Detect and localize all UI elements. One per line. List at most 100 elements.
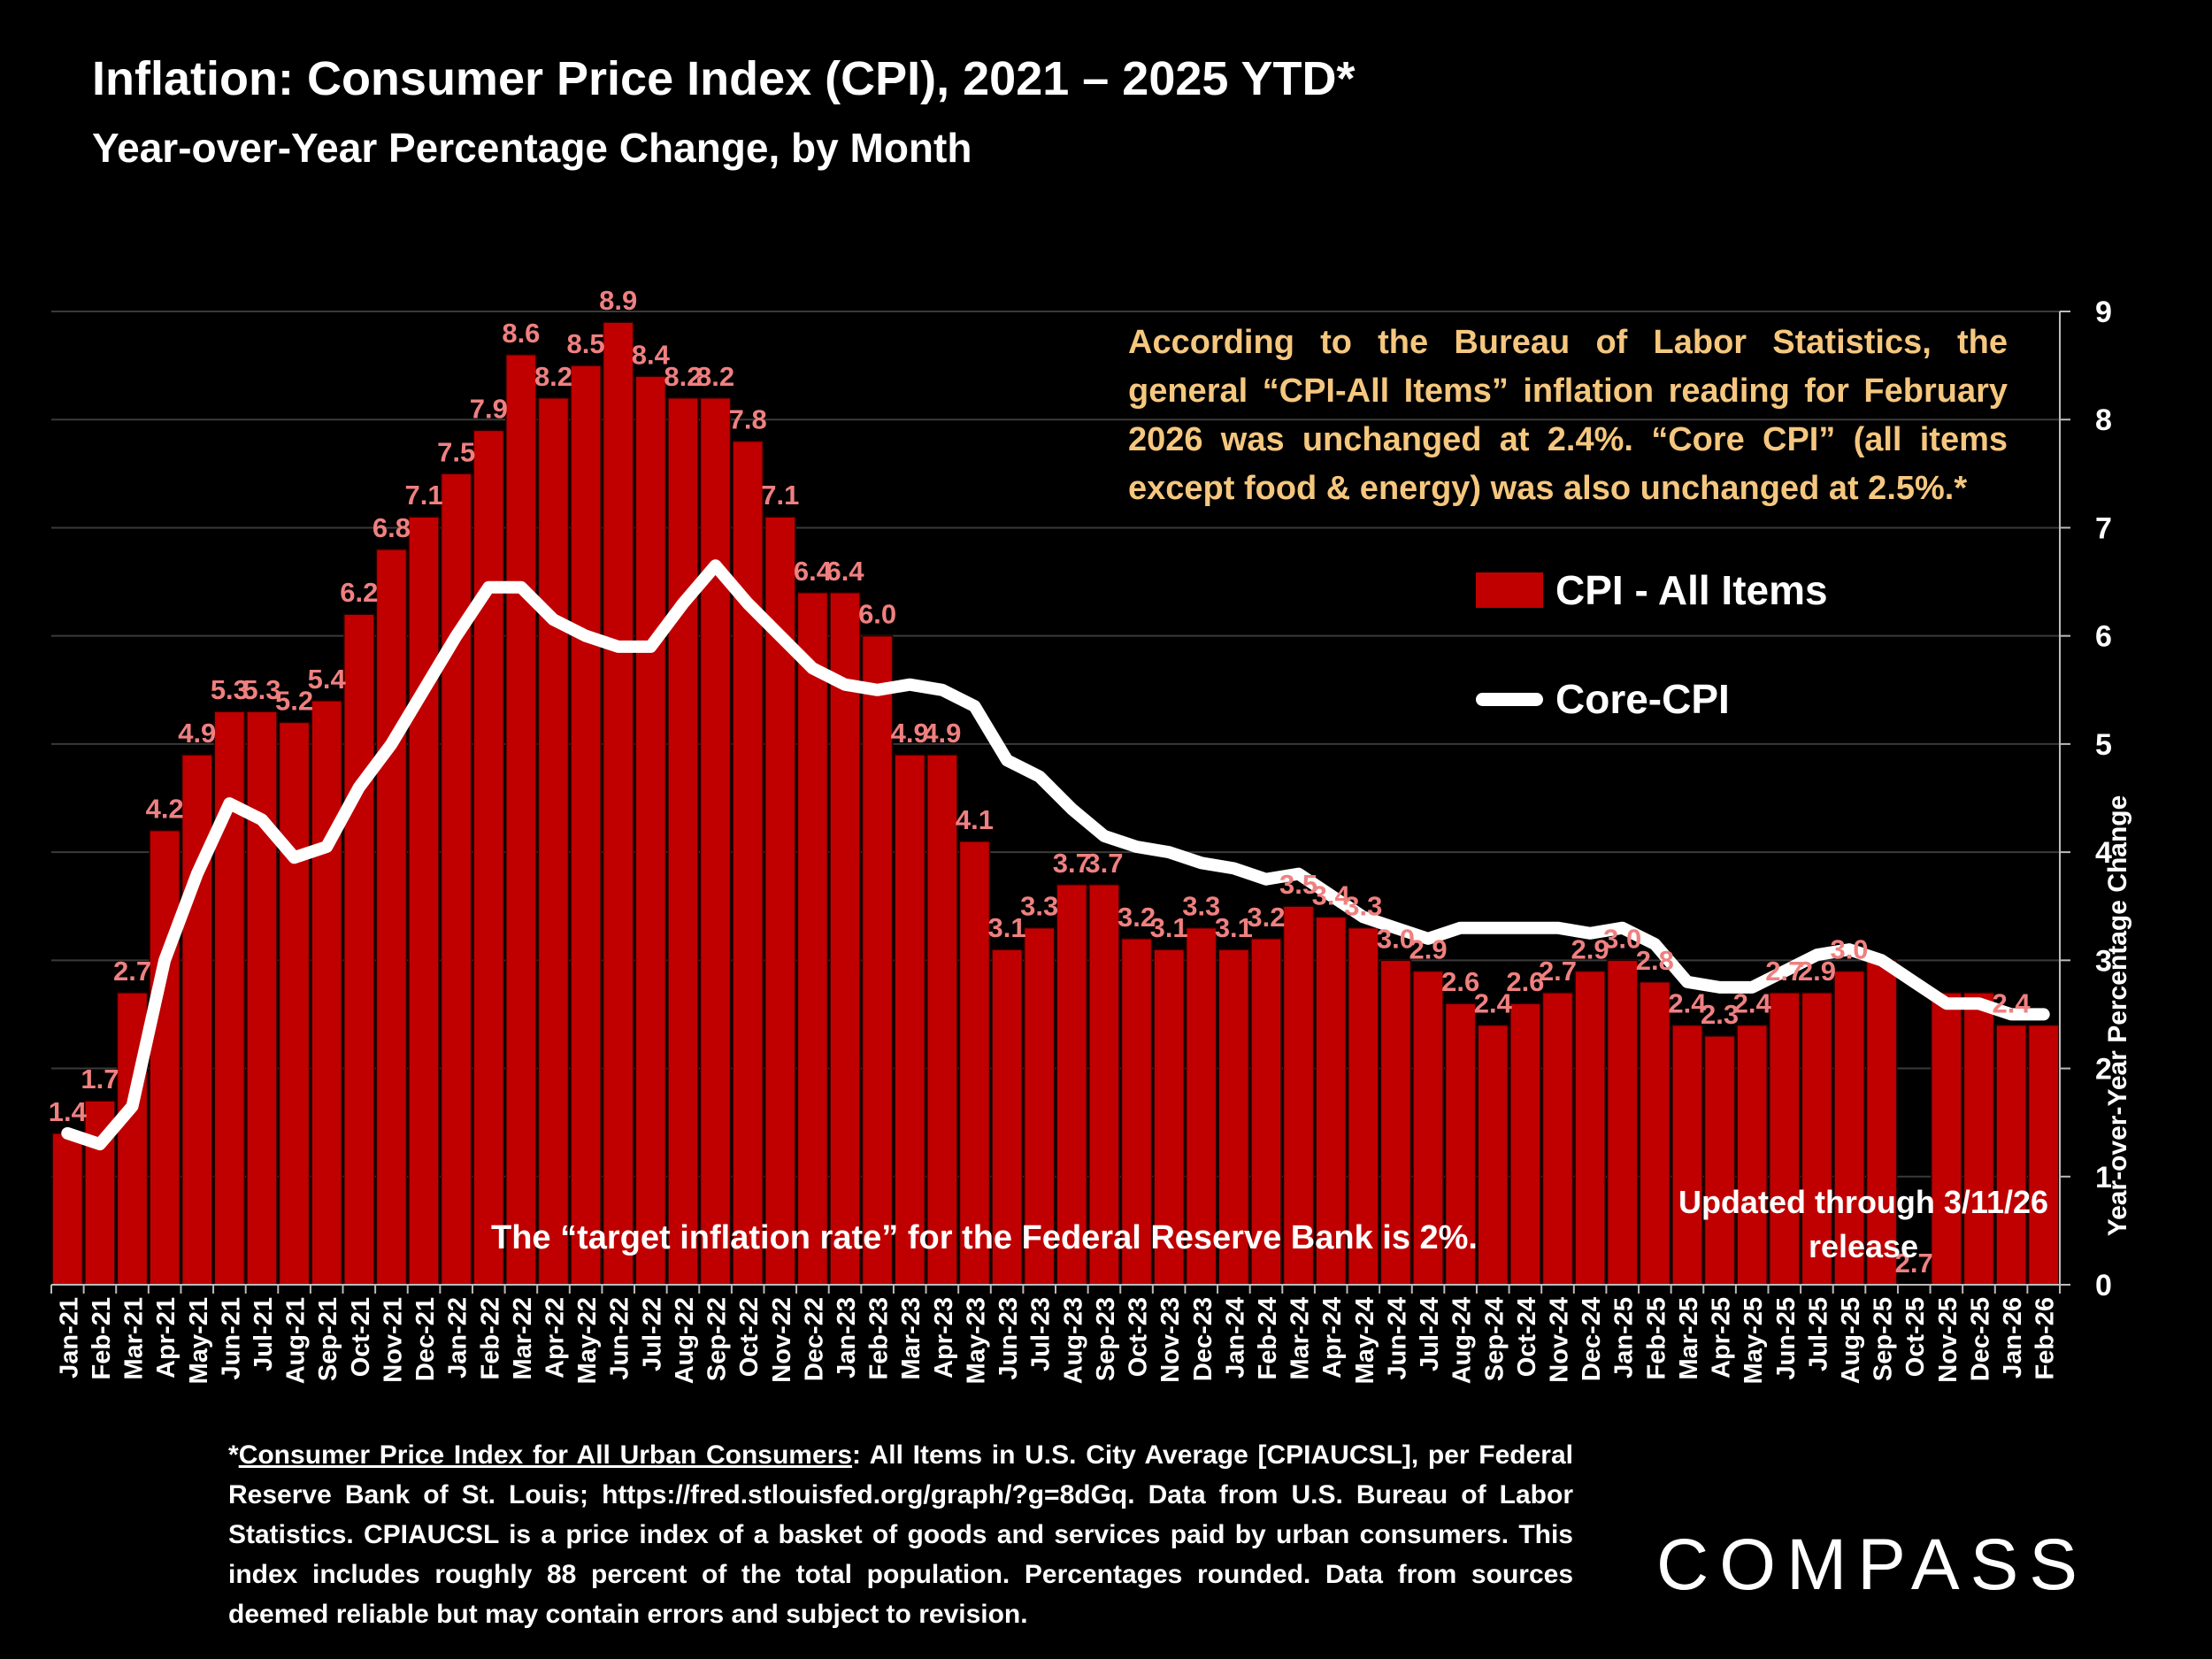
- x-tick-label: Apr-23: [930, 1297, 958, 1379]
- legend-item-cpi: CPI - All Items: [1476, 564, 1828, 617]
- x-tick-label: Jan-22: [444, 1297, 472, 1379]
- bar-data-label: 5.4: [308, 664, 347, 695]
- bar-data-label: 2.3: [1701, 999, 1739, 1030]
- x-tick-label: Mar-25: [1675, 1297, 1703, 1380]
- bar-data-label: 2.9: [1798, 956, 1836, 987]
- cpi-bar: [180, 754, 213, 1286]
- bar-data-label: 2.4: [1474, 988, 1513, 1019]
- x-tick-label: Dec-22: [800, 1297, 828, 1381]
- bar-data-label: 3.1: [988, 912, 1026, 943]
- cpi-bar: [1120, 938, 1153, 1286]
- x-tick-label: Jan-23: [833, 1297, 861, 1379]
- x-tick-label: Apr-24: [1318, 1297, 1347, 1379]
- cpi-bar: [602, 321, 634, 1286]
- cpi-bar: [894, 754, 926, 1286]
- x-tick-label: Jun-21: [217, 1297, 245, 1379]
- compass-logo: COMPASS: [1656, 1525, 2088, 1605]
- bar-data-label: 4.1: [956, 804, 994, 835]
- cpi-bar: [537, 397, 570, 1286]
- cpi-bar: [1023, 926, 1056, 1286]
- x-tick-label: Dec-24: [1578, 1297, 1606, 1381]
- x-tick-label: Oct-23: [1125, 1297, 1153, 1377]
- x-tick-label: Feb-21: [88, 1297, 116, 1379]
- cpi-bar: [1444, 1002, 1477, 1286]
- y-tick-label: 4: [2095, 836, 2112, 870]
- bar-data-label: 8.5: [567, 328, 605, 359]
- legend-swatch-bar-icon: [1476, 572, 1543, 608]
- cpi-bar: [1477, 1024, 1509, 1286]
- bar-data-label: 2.6: [1506, 966, 1544, 997]
- x-tick-label: Oct-21: [347, 1297, 375, 1377]
- cpi-bar: [149, 829, 180, 1286]
- x-tick-label: Sep-23: [1092, 1297, 1120, 1381]
- bar-data-label: 3.7: [1053, 848, 1091, 879]
- legend-item-core: Core-CPI: [1476, 672, 1730, 726]
- bar-data-label: 2.7: [1765, 956, 1803, 987]
- x-tick-label: Sep-21: [314, 1297, 342, 1381]
- footnote-source-link[interactable]: Consumer Price Index for All Urban Consu…: [238, 1440, 853, 1470]
- bar-data-label: 3.2: [1118, 902, 1156, 933]
- bar-data-label: 3.4: [1312, 879, 1351, 910]
- bar-data-label: 7.5: [437, 436, 475, 467]
- x-tick-label: Aug-21: [282, 1297, 311, 1384]
- cpi-bar: [667, 397, 699, 1286]
- cpi-bar: [408, 516, 440, 1286]
- cpi-bar: [343, 613, 375, 1286]
- bar-data-label: 4.2: [146, 794, 184, 825]
- x-tick-label: Mar-22: [509, 1297, 537, 1380]
- x-tick-labels: Jan-21 Feb-21 Mar-21 Apr-21 May-21 Jun-21 Jul-…: [55, 1297, 2059, 1384]
- bar-data-label: 7.8: [729, 404, 767, 435]
- x-tick-label: Jun-22: [606, 1297, 634, 1379]
- core-line-series: [61, 559, 2050, 1151]
- cpi-bar: [1736, 1024, 1768, 1286]
- bar-data-label: 5.2: [275, 685, 313, 716]
- x-tick-label: Jan-24: [1221, 1297, 1249, 1379]
- x-tick-label: Nov-25: [1934, 1297, 1962, 1383]
- y-tick-label: 6: [2095, 620, 2112, 654]
- bar-data-label: 8.4: [632, 339, 671, 370]
- bar-data-label: 8.2: [664, 361, 702, 392]
- cpi-bar: [926, 754, 958, 1286]
- footnote: *Consumer Price Index for All Urban Cons…: [228, 1435, 1573, 1634]
- bar-data-label: 8.2: [534, 361, 572, 392]
- x-tick-label: Dec-23: [1189, 1297, 1217, 1381]
- bar-data-label: 3.7: [1085, 848, 1123, 879]
- bar-data-label: 4.9: [178, 718, 216, 749]
- y-tick-label: 0: [2095, 1269, 2112, 1302]
- cpi-bar: [1769, 992, 1801, 1286]
- bls-annotation: According to the Bureau of Labor Statist…: [1128, 324, 2008, 507]
- bar-data-label: 7.1: [404, 480, 442, 511]
- x-tick-label: Apr-21: [152, 1297, 180, 1379]
- cpi-bar: [1833, 970, 1865, 1286]
- cpi-bar: [570, 365, 602, 1286]
- x-tick-label: Jul-22: [638, 1297, 666, 1371]
- x-tick-label: Nov-24: [1546, 1297, 1574, 1383]
- bar-data-label: 3.5: [1279, 869, 1317, 900]
- bar-data-label: 6.8: [373, 512, 411, 543]
- x-tick-label: May-24: [1351, 1297, 1379, 1384]
- bar-data-label: 7.1: [761, 480, 799, 511]
- bar-data-label: 3.3: [1182, 891, 1220, 922]
- bar-data-label: 2.4: [1668, 988, 1707, 1019]
- y-axis-label: Year-over-Year Percentage Change: [2103, 795, 2132, 1237]
- legend-swatch-line-icon: [1476, 692, 1543, 706]
- x-tick-label: May-23: [962, 1297, 990, 1384]
- core-cpi-line: [61, 559, 2050, 1151]
- cpi-bar: [732, 440, 764, 1286]
- bar-data-label: 4.9: [891, 718, 929, 749]
- bar-data-label: 8.2: [696, 361, 734, 392]
- x-tick-label: Feb-26: [2032, 1297, 2060, 1379]
- x-tick-label: Jul-24: [1416, 1297, 1444, 1371]
- cpi-bar: [829, 592, 861, 1286]
- updated-note: Updated through 3/11/26 release: [1678, 1184, 2049, 1264]
- cpi-bar: [1250, 938, 1282, 1286]
- axes: [50, 311, 2070, 1294]
- x-tick-label: Nov-23: [1156, 1297, 1185, 1383]
- x-tick-label: Mar-24: [1286, 1297, 1315, 1380]
- cpi-bar: [1703, 1035, 1736, 1286]
- x-tick-label: Dec-25: [1966, 1297, 1994, 1381]
- x-tick-label: Apr-25: [1708, 1297, 1736, 1379]
- x-tick-label: Jan-21: [55, 1297, 83, 1379]
- x-tick-label: Jul-21: [250, 1297, 278, 1371]
- bar-data-label: 2.4: [1733, 988, 1772, 1019]
